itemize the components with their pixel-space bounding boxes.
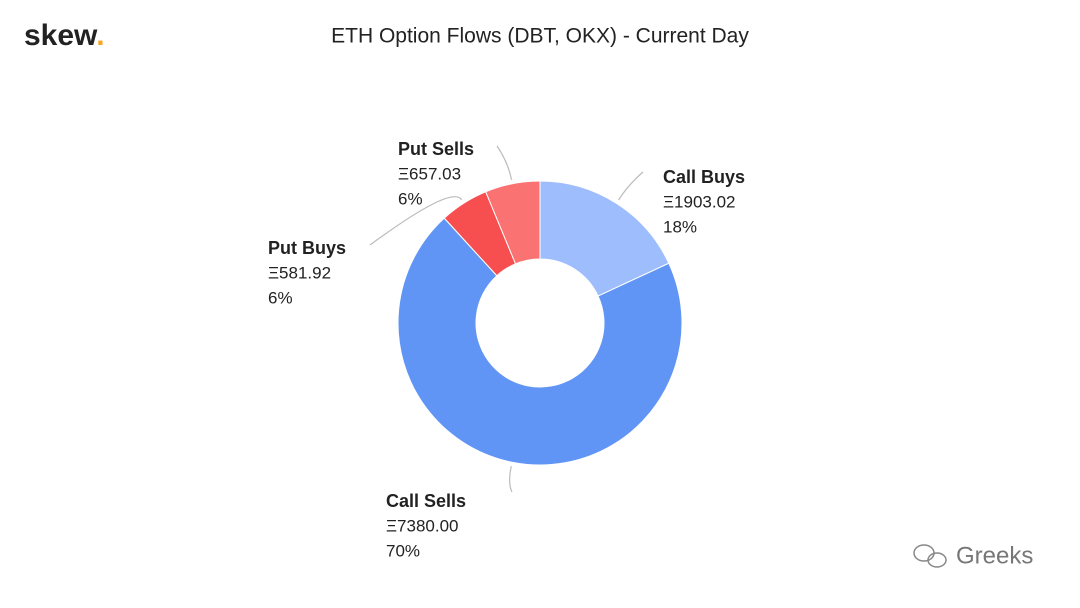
slice-percent: 70% bbox=[386, 541, 420, 560]
leader-line bbox=[618, 171, 644, 201]
slice bbox=[397, 217, 683, 466]
leader-line bbox=[369, 196, 463, 246]
slice-name: Call Sells bbox=[386, 491, 466, 511]
watermark: Greeks bbox=[956, 542, 1033, 569]
slice-name: Put Sells bbox=[398, 139, 474, 159]
brand: skew. bbox=[24, 19, 105, 52]
slice-percent: 6% bbox=[398, 189, 423, 208]
slice-value: Ξ7380.00 bbox=[386, 516, 459, 535]
slice-value: Ξ657.03 bbox=[398, 164, 461, 183]
brand-dot: . bbox=[96, 19, 104, 52]
leader-line bbox=[509, 466, 513, 493]
chart-title: ETH Option Flows (DBT, OKX) - Current Da… bbox=[331, 25, 749, 48]
leader-line bbox=[496, 145, 513, 180]
slice-value: Ξ581.92 bbox=[268, 263, 331, 282]
slice bbox=[539, 180, 670, 297]
slice-name: Put Buys bbox=[268, 238, 346, 258]
watermark-icon bbox=[913, 544, 947, 568]
slice-name: Call Buys bbox=[663, 167, 745, 187]
slice-value: Ξ1903.02 bbox=[663, 192, 736, 211]
brand-name: skew bbox=[24, 19, 98, 52]
slice bbox=[485, 180, 541, 265]
slice-percent: 6% bbox=[268, 288, 293, 307]
slice-percent: 18% bbox=[663, 217, 697, 236]
